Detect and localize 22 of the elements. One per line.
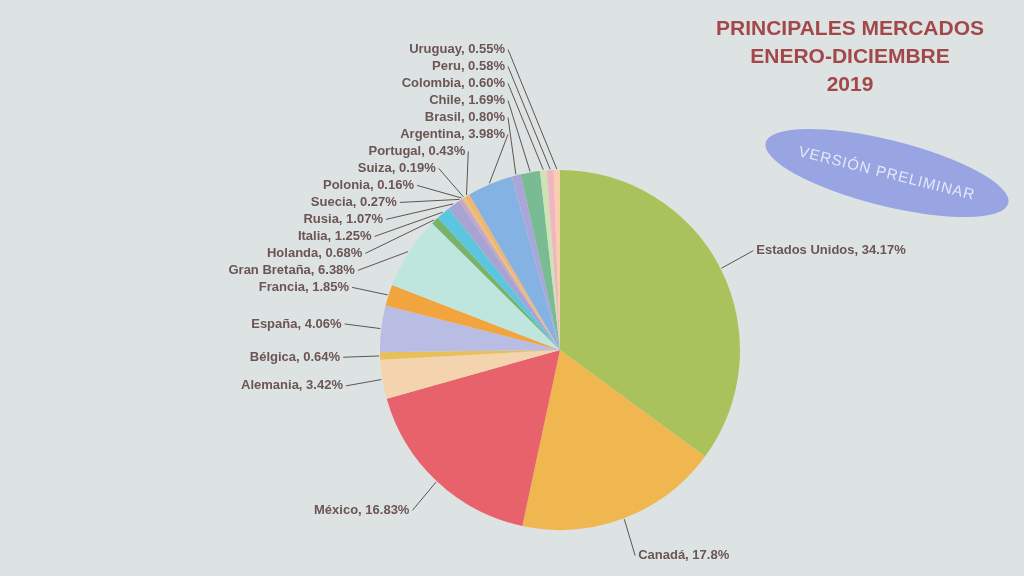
slice-label: Brasil, 0.80% xyxy=(424,109,506,125)
slice-label: Francia, 1.85% xyxy=(258,278,350,294)
slice-label: Canadá, 17.8% xyxy=(638,547,730,563)
slice-label: Peru, 0.58% xyxy=(432,58,506,74)
slice-label: Suecia, 0.27% xyxy=(310,193,398,209)
slice-label: Portugal, 0.43% xyxy=(368,143,466,159)
slice-label: Estados Unidos, 34.17% xyxy=(756,242,907,258)
slice-label: México, 16.83% xyxy=(314,501,410,517)
slice-label: Bélgica, 0.64% xyxy=(249,348,341,364)
slice-label: Argentina, 3.98% xyxy=(400,126,506,142)
slice-label: Rusia, 1.07% xyxy=(303,210,384,226)
slice-label: Polonia, 0.16% xyxy=(322,177,415,192)
slice-label: Suiza, 0.19% xyxy=(357,160,437,176)
slice-label: Colombia, 0.60% xyxy=(401,75,506,91)
slice-label: Italia, 1.25% xyxy=(297,227,373,243)
slice-label: Chile, 1.69% xyxy=(429,92,506,108)
chart-title: PRINCIPALES MERCADOS ENERO-DICIEMBRE 2019 xyxy=(715,15,985,97)
slice-label: Uruguay, 0.55% xyxy=(409,41,506,57)
slice-label: Holanda, 0.68% xyxy=(266,244,363,260)
slice-label: Alemania, 3.42% xyxy=(241,377,344,393)
slice-label: Gran Bretaña, 6.38% xyxy=(228,261,356,277)
slice-label: España, 4.06% xyxy=(251,315,342,331)
